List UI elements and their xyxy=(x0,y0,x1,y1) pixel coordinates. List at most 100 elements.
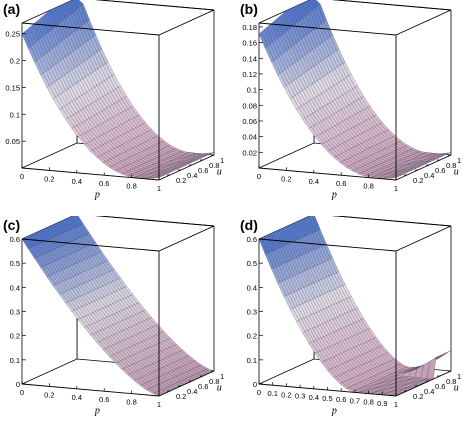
p-tick-label: 0.6 xyxy=(336,395,346,404)
z-tick-label: 0.12 xyxy=(242,70,257,79)
p-tick-label: 0.8 xyxy=(126,398,136,407)
u-axis-label: u xyxy=(454,382,459,393)
p-tick-label: 0.4 xyxy=(72,177,82,186)
box-edge xyxy=(158,9,215,36)
panel-d: 0 0.1 0.2 0.3 0.4 0.5 0.6 0 0.1 0.2 0.3 0.4 0.5 0.6 0.… xyxy=(237,216,474,432)
z-tick-label: 0.04 xyxy=(242,133,257,142)
z-tick-label: 0.08 xyxy=(242,101,257,110)
u-tick-label: 0.2 xyxy=(176,176,186,185)
z-tick-label: 0.2 xyxy=(10,332,20,341)
box-edge xyxy=(21,22,160,36)
u-tick-label: 0.2 xyxy=(413,176,423,185)
z-tick-label: 0.16 xyxy=(242,39,257,48)
z-tick-label: 0 xyxy=(16,380,20,389)
p-tick-label: 0.6 xyxy=(99,395,109,404)
panel-label-d: (d) xyxy=(240,217,258,233)
z-tick-label: 0.5 xyxy=(247,259,257,268)
z-tick-label: 0.15 xyxy=(5,83,20,92)
box-edge xyxy=(158,225,215,252)
panel-c: 0 0.1 0.2 0.3 0.4 0.5 0.6 0 0.2 0.4 0.6 0.8 1 0.2 0.4 0… xyxy=(0,216,237,432)
p-tick-label: 0.6 xyxy=(336,179,346,188)
box-edge xyxy=(158,154,215,181)
z-tick-label: 0.3 xyxy=(247,308,257,317)
surface-plot-d: 00.10.20.30.40.50.60 0.1 0.2 0.3 0.4 0.5 0.6 0.… xyxy=(247,216,461,417)
u-tick-label: 0.2 xyxy=(176,392,186,401)
z-tick-label: 0.4 xyxy=(247,283,257,292)
z-tick-label: 0.02 xyxy=(242,148,257,157)
p-axis-label: p xyxy=(94,406,100,417)
z-tick-label: 0.18 xyxy=(242,23,257,32)
u-tick-label: 0.4 xyxy=(424,387,434,396)
u-axis-label: u xyxy=(217,166,222,177)
panel-label-b: (b) xyxy=(240,1,258,17)
p-tick-label: 1 xyxy=(394,184,398,193)
p-tick-label: 0.8 xyxy=(363,182,373,191)
p-tick-label: 0.9 xyxy=(377,399,387,408)
p-tick-label: 0.1 xyxy=(267,389,277,398)
u-tick-label: 0.4 xyxy=(187,387,197,396)
box-edge xyxy=(395,370,452,397)
u-tick-label: 1 xyxy=(220,156,224,165)
p-tick-label: 0.4 xyxy=(309,393,319,402)
box-edge xyxy=(258,22,397,36)
panel-b: 0.02 0.04 0.06 0.08 0.1 0.12 0.14 0.16 0.18 0 0.2 0… xyxy=(237,0,474,216)
p-tick-label: 0.2 xyxy=(44,390,54,399)
p-axis-label: p xyxy=(94,190,100,201)
u-tick-label: 1 xyxy=(220,372,224,381)
z-tick-label: 0.2 xyxy=(10,57,20,66)
box-edge xyxy=(21,167,160,181)
z-tick-label: 0.14 xyxy=(242,54,257,63)
u-tick-label: 0.2 xyxy=(413,392,423,401)
p-tick-label: 0.2 xyxy=(281,174,291,183)
p-tick-label: 0.2 xyxy=(281,390,291,399)
u-axis-label: u xyxy=(454,166,459,177)
p-tick-label: 0.8 xyxy=(363,398,373,407)
z-tick-label: 0.1 xyxy=(10,356,20,365)
p-tick-label: 1 xyxy=(394,400,398,409)
box-edge xyxy=(331,0,452,11)
u-tick-label: 0.6 xyxy=(435,382,445,391)
z-tick-label: 0.5 xyxy=(10,259,20,268)
p-tick-label: 0.4 xyxy=(309,177,319,186)
box-edge xyxy=(21,383,160,397)
u-axis-label: u xyxy=(217,382,222,393)
u-tick-label: 0.8 xyxy=(209,377,219,386)
box-edge xyxy=(21,238,160,252)
box-edge xyxy=(258,167,397,181)
p-tick-label: 0 xyxy=(257,172,261,181)
p-tick-label: 0.5 xyxy=(322,394,332,403)
u-tick-label: 0.6 xyxy=(198,382,208,391)
z-tick-label: 0.6 xyxy=(10,235,20,244)
panel-label-c: (c) xyxy=(3,217,21,233)
p-tick-label: 0 xyxy=(20,172,24,181)
p-tick-label: 1 xyxy=(157,184,161,193)
z-tick-label: 0.05 xyxy=(5,137,20,146)
u-tick-label: 0.6 xyxy=(435,166,445,175)
z-tick-label: 0.25 xyxy=(5,30,20,39)
p-tick-label: 0.7 xyxy=(350,396,360,405)
panel-label-a: (a) xyxy=(3,1,21,17)
panel-a: 0.05 0.1 0.15 0.2 0.25 0 0.2 0.4 0.6 0.8 1 0.2 0.4 0.… xyxy=(0,0,237,216)
surface-plot-a: 0.050.10.150.20.250 0.2 0.4 0.6 0.8 10.20.40.… xyxy=(5,0,224,201)
p-tick-label: 0.8 xyxy=(126,182,136,191)
p-tick-label: 0.3 xyxy=(295,392,305,401)
p-tick-label: 0.2 xyxy=(44,174,54,183)
p-tick-label: 0 xyxy=(20,388,24,397)
box-edge xyxy=(331,216,452,227)
box-edge xyxy=(94,0,215,11)
u-tick-label: 0.4 xyxy=(187,171,197,180)
box-edge xyxy=(258,238,397,252)
box-edge xyxy=(395,225,452,252)
box-edge xyxy=(94,216,215,227)
p-axis-label: p xyxy=(331,190,337,201)
surface-plot-b: 0.020.040.060.080.10.120.140.160.180 0.2 0… xyxy=(242,0,461,201)
z-tick-label: 0.4 xyxy=(10,283,20,292)
u-tick-label: 0.8 xyxy=(446,161,456,170)
p-tick-label: 1 xyxy=(157,400,161,409)
surface-plot-c: 00.10.20.30.40.50.60 0.2 0.4 0.6 0.8 10.20.40… xyxy=(10,216,224,417)
u-tick-label: 0.8 xyxy=(446,377,456,386)
z-tick-label: 0.3 xyxy=(10,308,20,317)
box-edge xyxy=(395,154,452,181)
z-tick-label: 0.06 xyxy=(242,117,257,126)
